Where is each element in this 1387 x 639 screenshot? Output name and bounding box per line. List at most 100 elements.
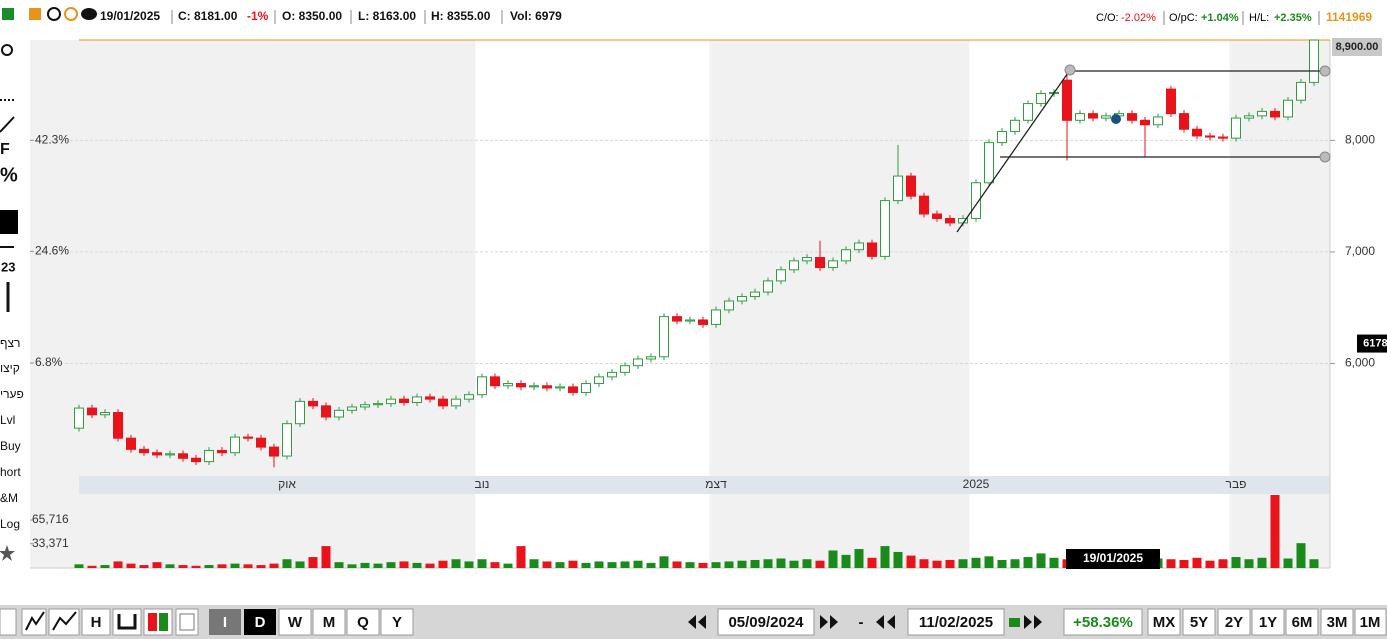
button[interactable] — [1320, 608, 1354, 636]
nav-icon[interactable] — [698, 615, 706, 629]
candle-body — [620, 365, 630, 373]
icon[interactable] — [64, 7, 78, 21]
tool-label[interactable]: hort — [0, 465, 21, 479]
volume-bar — [789, 560, 799, 568]
button[interactable] — [278, 608, 312, 636]
button-label[interactable]: H — [91, 614, 102, 631]
date-field[interactable] — [907, 608, 1005, 636]
candle-body — [360, 404, 370, 408]
nav-icon[interactable] — [830, 615, 838, 629]
header-close: C: 8181.00 — [178, 9, 238, 23]
candle-body — [1296, 81, 1306, 101]
range-label[interactable]: 2Y — [1225, 614, 1243, 631]
tool-label[interactable]: קיצו — [0, 361, 20, 375]
icon[interactable] — [29, 8, 41, 20]
button[interactable] — [175, 608, 199, 636]
date-field[interactable] — [717, 608, 815, 636]
button[interactable] — [0, 608, 17, 636]
button-label[interactable]: M — [323, 614, 336, 631]
candle-body — [594, 376, 604, 385]
button-label[interactable]: Y — [392, 614, 402, 631]
button-label[interactable]: Q — [357, 614, 369, 631]
candle-body — [308, 400, 318, 407]
line-icon[interactable] — [25, 611, 45, 631]
nav-icon[interactable] — [1024, 615, 1032, 629]
volume-bar — [737, 560, 747, 568]
dash: - — [859, 614, 864, 631]
button[interactable] — [346, 608, 380, 636]
candle-icon[interactable] — [148, 613, 157, 631]
tool-label[interactable]: &M — [0, 491, 18, 505]
line-icon[interactable] — [52, 611, 77, 631]
button[interactable] — [1147, 608, 1181, 636]
color-swatch[interactable] — [0, 210, 18, 234]
volume-bar — [386, 562, 396, 568]
candle-body — [568, 386, 578, 393]
y-tick-label: 6,000 — [1345, 356, 1375, 370]
lock-icon[interactable] — [1009, 618, 1020, 627]
button-label[interactable]: D — [255, 614, 266, 631]
tool-label[interactable]: 23 — [1, 259, 15, 274]
range-label[interactable]: MX — [1153, 614, 1176, 631]
button[interactable] — [1285, 608, 1319, 636]
nav-icon[interactable] — [688, 615, 696, 629]
button[interactable] — [1251, 608, 1285, 636]
candle-icon[interactable] — [159, 613, 168, 631]
icon[interactable] — [81, 8, 97, 20]
button[interactable] — [112, 608, 142, 636]
range-label[interactable]: 5Y — [1190, 614, 1208, 631]
button[interactable] — [209, 609, 241, 635]
y2-tick-label: 42.3% — [35, 133, 69, 147]
plot: אוק נוב דצמ 2025 פבר 6,000 7,000 8,000 6.8% 24.6%… — [30, 38, 1387, 569]
handle[interactable] — [1064, 64, 1076, 76]
nav-icon[interactable] — [876, 615, 884, 629]
nav-icon[interactable] — [887, 615, 895, 629]
volume-bar — [1179, 559, 1189, 568]
button[interactable] — [1354, 608, 1387, 636]
nav-icon[interactable] — [1034, 615, 1042, 629]
bar-icon[interactable] — [117, 614, 137, 630]
icon[interactable] — [2, 8, 14, 20]
tool-label[interactable]: Log — [0, 517, 20, 531]
range-label[interactable]: 3M — [1327, 614, 1348, 631]
candle-body — [646, 356, 656, 360]
nav-icon[interactable] — [820, 615, 828, 629]
button-label[interactable]: W — [288, 614, 303, 631]
volume-bar — [1049, 557, 1059, 568]
button[interactable] — [312, 608, 346, 636]
button[interactable] — [81, 608, 111, 636]
candle-body — [503, 383, 513, 387]
to-date[interactable]: 11/02/2025 — [919, 614, 993, 631]
range-label[interactable]: 1Y — [1259, 614, 1277, 631]
button[interactable] — [244, 609, 276, 635]
volume-bar — [776, 558, 786, 568]
volume-bar — [893, 551, 903, 568]
tool-label[interactable]: F — [0, 141, 10, 158]
button[interactable] — [380, 608, 414, 636]
handle[interactable] — [1319, 65, 1331, 77]
button-label[interactable]: I — [223, 614, 227, 631]
tool-label[interactable]: Lvl — [0, 413, 15, 427]
tool-label[interactable]: רצף — [0, 336, 20, 350]
from-date[interactable]: 05/09/2024 — [728, 614, 804, 631]
search-icon[interactable] — [1, 44, 13, 56]
icon[interactable] — [47, 7, 61, 21]
button[interactable] — [1182, 608, 1216, 636]
line-icon[interactable] — [0, 116, 15, 133]
candle-body — [1309, 39, 1319, 83]
candle-body — [321, 405, 331, 418]
tool-label[interactable]: Buy — [0, 439, 21, 453]
star-icon[interactable] — [0, 545, 15, 561]
range-label[interactable]: 1M — [1360, 614, 1381, 631]
volume-bar — [1010, 559, 1020, 568]
candle-body — [633, 358, 643, 367]
button[interactable] — [1217, 608, 1251, 636]
tool-label[interactable]: פערי — [0, 387, 24, 401]
tool-label[interactable]: % — [0, 164, 18, 186]
save-icon[interactable] — [179, 613, 195, 631]
opc-value: +1.04% — [1201, 12, 1239, 24]
volume-bar — [490, 562, 500, 568]
return-field — [1063, 608, 1143, 636]
handle[interactable] — [1319, 151, 1331, 163]
range-label[interactable]: 6M — [1292, 614, 1313, 631]
